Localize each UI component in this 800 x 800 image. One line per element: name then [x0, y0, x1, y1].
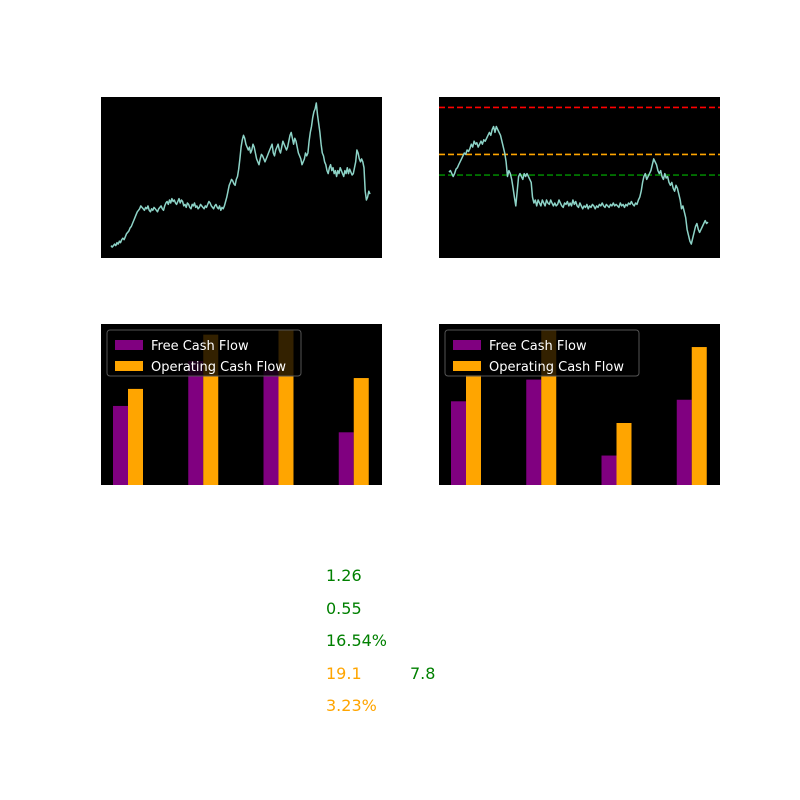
recent-price-panel — [439, 97, 720, 258]
operating-cash-flow-bar-3 — [353, 378, 369, 485]
operating-cash-flow-bar-0 — [466, 374, 481, 485]
free-cash-flow-bar-1 — [526, 379, 542, 485]
legend: Free Cash Flow Operating Cash Flow — [444, 329, 640, 377]
legend-label-1: Operating Cash Flow — [151, 360, 286, 375]
metric-value-3: 16.54% — [326, 631, 388, 650]
operating-cash-flow-bar-2 — [616, 423, 632, 485]
legend-label-1: Operating Cash Flow — [489, 360, 624, 375]
metric-value-5: 7.8 — [410, 664, 436, 683]
legend: Free Cash Flow Operating Cash Flow — [106, 329, 302, 377]
free-cash-flow-bar-2 — [601, 455, 617, 485]
operating-cash-flow-bar-0 — [128, 388, 143, 485]
legend-swatch-1 — [115, 361, 143, 371]
legend-swatch-0 — [453, 340, 481, 350]
free-cash-flow-bar-0 — [451, 401, 466, 485]
plot-area — [101, 97, 382, 258]
metric-value-1: 1.26 — [326, 566, 362, 585]
legend-label-0: Free Cash Flow — [151, 339, 249, 354]
metric-value-2: 0.55 — [326, 599, 362, 618]
legend-box — [106, 329, 302, 377]
metric-value-4: 19.1 — [326, 664, 362, 683]
price-series-line — [110, 102, 371, 248]
plot-area — [439, 97, 720, 258]
legend-box — [444, 329, 640, 377]
free-cash-flow-bar-0 — [113, 405, 128, 485]
operating-cash-flow-bar-3 — [691, 347, 707, 485]
free-cash-flow-bar-1 — [188, 361, 204, 485]
legend-swatch-1 — [453, 361, 481, 371]
free-cash-flow-bar-3 — [338, 432, 354, 485]
cash-flow-panel-right: Free Cash Flow Operating Cash Flow — [439, 324, 720, 485]
price-series-line — [448, 125, 709, 245]
price-history-panel — [101, 97, 382, 258]
legend-label-0: Free Cash Flow — [489, 339, 587, 354]
legend-swatch-0 — [115, 340, 143, 350]
metric-value-6: 3.23% — [326, 696, 377, 715]
free-cash-flow-bar-3 — [676, 399, 692, 485]
cash-flow-panel-left: Free Cash Flow Operating Cash Flow — [101, 324, 382, 485]
free-cash-flow-bar-2 — [263, 370, 279, 485]
